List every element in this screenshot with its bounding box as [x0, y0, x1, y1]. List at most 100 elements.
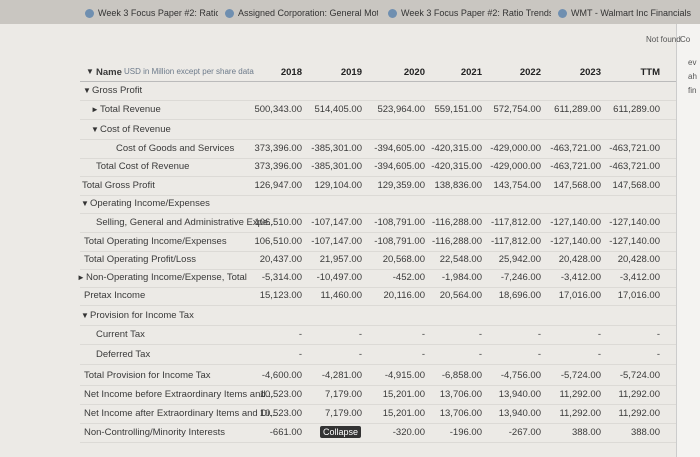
- row-label: Provision for Income Tax: [90, 310, 194, 321]
- value-cell: 388.00: [571, 427, 601, 438]
- value-cell: -: [421, 349, 425, 360]
- value-cell: -3,412.00: [619, 272, 660, 283]
- row-line: [80, 158, 676, 159]
- column-header: 2023: [579, 67, 601, 78]
- value-cell: -107,147.00: [311, 236, 362, 247]
- value-cell: 126,947.00: [254, 180, 302, 191]
- value-cell: 20,116.00: [383, 290, 425, 301]
- browser-tab[interactable]: Week 3 Focus Paper #2: Ratio Trends: [82, 5, 218, 22]
- row-line: [80, 232, 676, 233]
- side-text: Co: [680, 35, 691, 44]
- value-cell: 11,292.00: [618, 389, 660, 400]
- value-cell: 15,201.00: [382, 389, 425, 400]
- value-cell: 106,510.00: [254, 217, 302, 228]
- value-cell: -127,140.00: [550, 217, 601, 228]
- value-cell: -116,288.00: [431, 236, 482, 247]
- value-cell: -7,246.00: [500, 272, 541, 283]
- value-cell: -385,301.00: [311, 161, 362, 172]
- value-cell: 523,964.00: [377, 104, 425, 115]
- row-label: Non-Controlling/Minority Interests: [84, 427, 225, 438]
- value-cell: -127,140.00: [609, 217, 660, 228]
- toggle[interactable]: ▼: [83, 86, 91, 95]
- toggle[interactable]: ►: [91, 105, 99, 114]
- value-cell: 10,523.00: [259, 389, 302, 400]
- browser-tab[interactable]: WMT - Walmart Inc Financials & Bal: [555, 5, 691, 22]
- toggle[interactable]: ▼: [91, 125, 99, 134]
- row-label: Pretax Income: [84, 290, 146, 301]
- toggle[interactable]: ►: [77, 273, 85, 282]
- row-label: Total Revenue: [100, 104, 161, 115]
- row-line: [80, 195, 676, 196]
- toggle[interactable]: ▼: [81, 311, 89, 320]
- value-cell: -: [656, 329, 660, 340]
- value-cell: -394,605.00: [374, 161, 425, 172]
- row-line: [80, 213, 676, 214]
- value-cell: -4,600.00: [261, 370, 302, 381]
- value-cell: 611,289.00: [554, 104, 601, 115]
- row-line: [80, 269, 676, 270]
- value-cell: 611,289.00: [613, 104, 660, 115]
- value-cell: -127,140.00: [609, 236, 660, 247]
- value-cell: 20,428.00: [617, 254, 660, 265]
- row-line: [80, 251, 676, 252]
- value-cell: -394,605.00: [374, 143, 425, 154]
- row-label: Current Tax: [96, 329, 145, 340]
- table-page: [0, 24, 700, 457]
- row-line: [80, 100, 676, 101]
- value-cell: 559,151.00: [434, 104, 482, 115]
- row-line: [80, 139, 676, 140]
- column-header: 2020: [403, 67, 425, 78]
- value-cell: -452.00: [392, 272, 425, 283]
- value-cell: -429,000.00: [490, 161, 541, 172]
- value-cell: -463,721.00: [609, 161, 660, 172]
- value-cell: 15,201.00: [382, 408, 425, 419]
- value-cell: -6,858.00: [441, 370, 482, 381]
- browser-tab[interactable]: Week 3 Focus Paper #2: Ratio Trends: [385, 5, 551, 22]
- row-label: Total Gross Profit: [82, 180, 155, 191]
- value-cell: 106,510.00: [254, 236, 302, 247]
- row-line: [80, 176, 676, 177]
- value-cell: -463,721.00: [609, 143, 660, 154]
- row-line: [80, 325, 676, 326]
- value-cell: 11,292.00: [559, 389, 601, 400]
- value-cell: 20,564.00: [439, 290, 482, 301]
- row-label: Total Provision for Income Tax: [84, 370, 211, 381]
- toggle[interactable]: ▼: [81, 199, 89, 208]
- value-cell: -1,984.00: [441, 272, 482, 283]
- column-header: 2019: [340, 67, 362, 78]
- value-cell: 143,754.00: [493, 180, 541, 191]
- row-line: [80, 385, 676, 386]
- value-cell: -4,281.00: [321, 370, 362, 381]
- toggle: ▼: [86, 67, 94, 76]
- value-cell: -: [421, 329, 425, 340]
- value-cell: 17,016.00: [617, 290, 660, 301]
- value-cell: 11,460.00: [320, 290, 362, 301]
- row-label: Total Operating Profit/Loss: [84, 254, 196, 265]
- value-cell: -: [358, 349, 362, 360]
- value-cell: -108,791.00: [374, 236, 425, 247]
- value-cell: -420,315.00: [431, 143, 482, 154]
- value-cell: -: [298, 329, 302, 340]
- value-cell: -: [597, 329, 601, 340]
- value-cell: -117,812.00: [490, 217, 541, 228]
- value-cell: 7,179.00: [325, 389, 362, 400]
- side-text: ah: [688, 72, 697, 81]
- row-line: [80, 442, 676, 443]
- value-cell: 11,292.00: [618, 408, 660, 419]
- value-cell: -385,301.00: [311, 143, 362, 154]
- value-cell: -: [597, 349, 601, 360]
- value-cell: -5,314.00: [261, 272, 302, 283]
- browser-tab[interactable]: Assigned Corporation: General Motors...: [222, 5, 378, 22]
- value-cell: 20,568.00: [382, 254, 425, 265]
- value-cell: 20,437.00: [259, 254, 302, 265]
- value-cell: -463,721.00: [550, 161, 601, 172]
- column-header: 2022: [519, 67, 541, 78]
- row-label: Deferred Tax: [96, 349, 151, 360]
- side-text: fin: [688, 86, 697, 95]
- value-cell: -4,756.00: [500, 370, 541, 381]
- value-cell: -420,315.00: [431, 161, 482, 172]
- value-cell: -267.00: [508, 427, 541, 438]
- row-line: [80, 404, 676, 405]
- value-cell: -: [298, 349, 302, 360]
- value-cell: 138,836.00: [434, 180, 482, 191]
